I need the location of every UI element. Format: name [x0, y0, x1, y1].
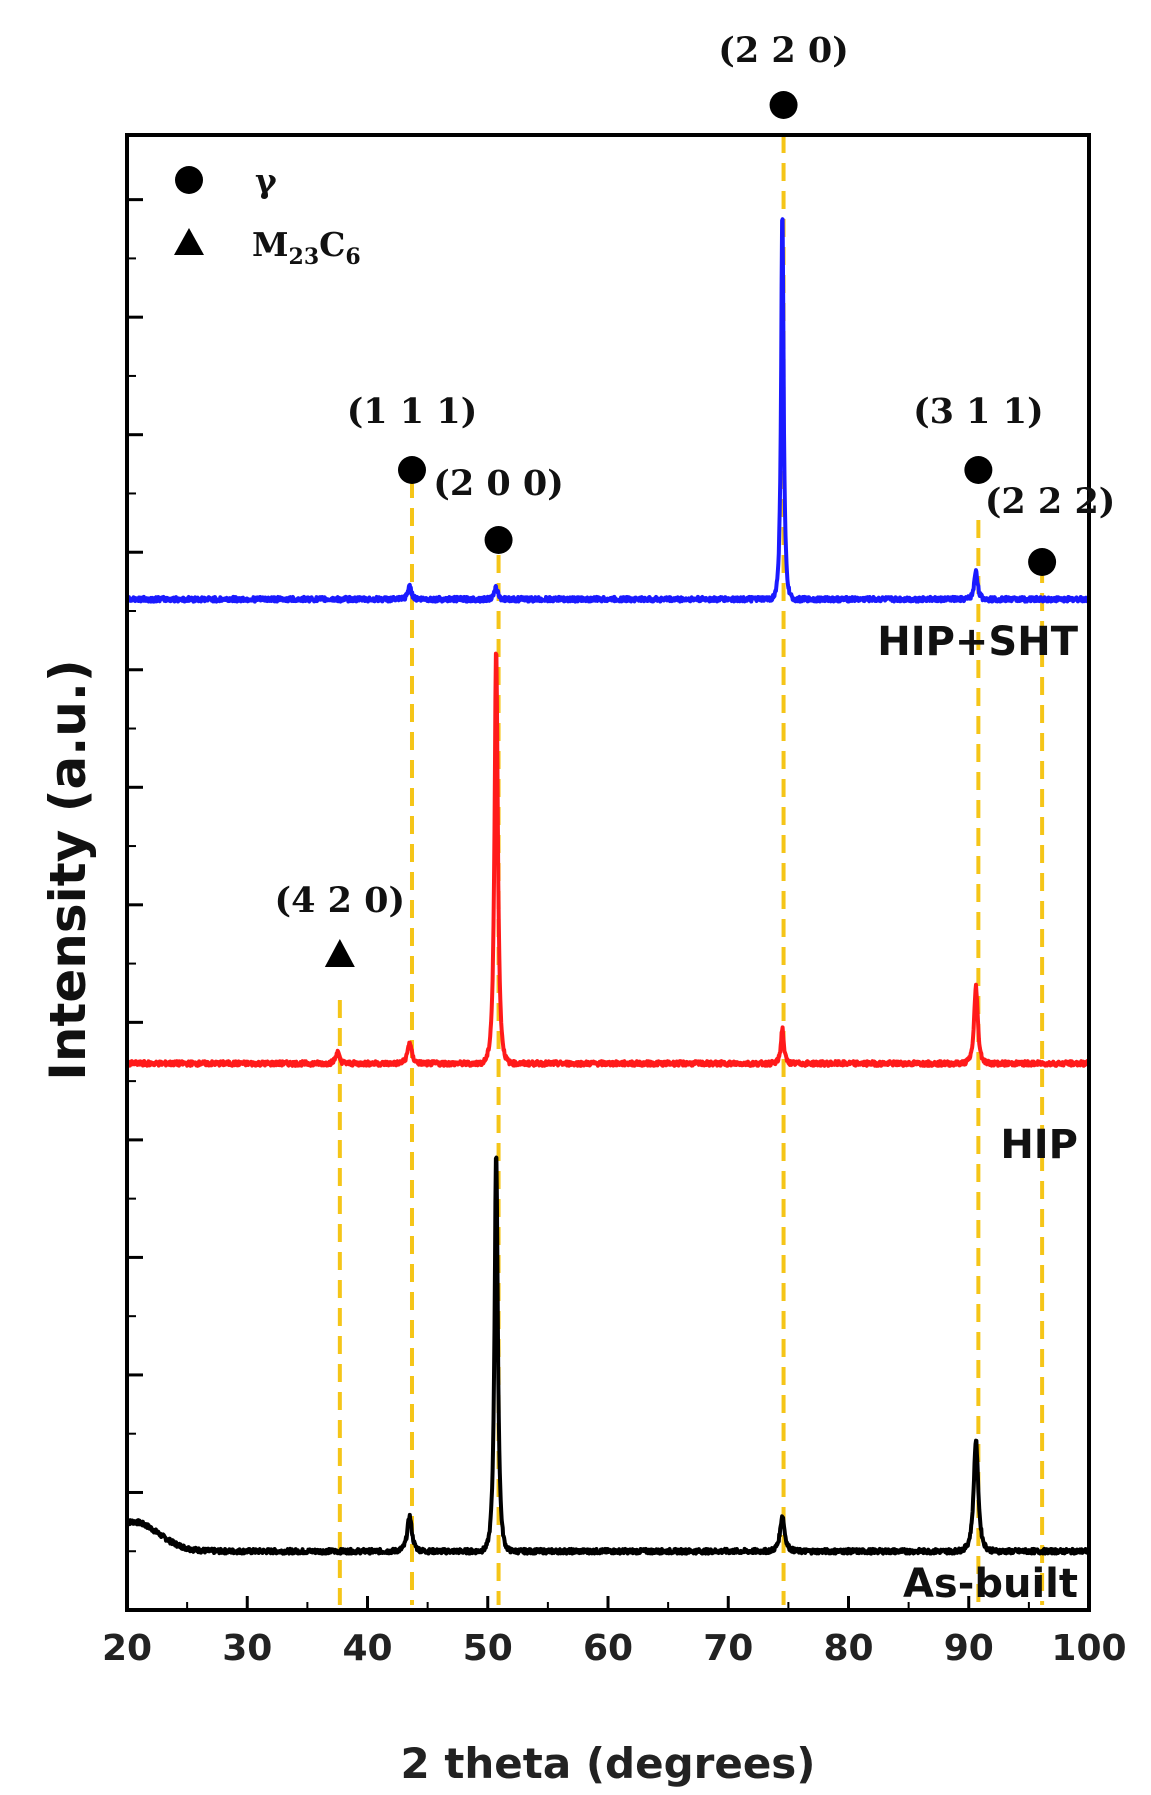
- y-axis-title: Intensity (a.u.): [39, 659, 97, 1080]
- x-axis-title: 2 theta (degrees): [400, 1739, 815, 1788]
- peak-label: (1 1 1): [347, 391, 478, 432]
- peak-label: (2 2 2): [985, 481, 1116, 522]
- circle-marker: [1028, 548, 1057, 576]
- legend-m23c6-label: M23C6: [252, 225, 361, 270]
- x-tick-label: 80: [823, 1628, 873, 1669]
- x-tick-label: 20: [102, 1628, 152, 1669]
- series-line-as-built: [125, 1155, 1091, 1556]
- legend-gamma-marker: [175, 166, 203, 194]
- peak-label: (4 2 0): [275, 880, 406, 921]
- peak-label: (2 0 0): [433, 463, 564, 504]
- y-ticks: [127, 198, 143, 1553]
- series-label-as-built: As-built: [903, 1561, 1078, 1607]
- legend-m23c6-marker: [174, 228, 204, 255]
- circle-marker: [769, 91, 798, 119]
- legend-gamma-label: γ: [255, 161, 277, 200]
- series-label-hip: HIP: [1000, 1122, 1078, 1168]
- x-tick-label: 90: [944, 1628, 994, 1669]
- series-label-hip-sht: HIP+SHT: [877, 619, 1078, 665]
- legend: γ M23C6: [174, 161, 361, 270]
- x-tick-label: 30: [222, 1628, 272, 1669]
- x-tick-label: 100: [1051, 1628, 1126, 1669]
- series-line-hip: [125, 651, 1091, 1068]
- x-ticks: 20 30 40 50 60 70 80 90 100: [102, 1596, 1127, 1669]
- series-line-hip-sht: [125, 217, 1091, 604]
- peak-markers: (4 2 0) (1 1 1) (2 0 0) (2 2 0) (3 1 1) (2 2 …: [275, 30, 1116, 967]
- triangle-marker: [324, 939, 355, 967]
- circle-marker: [397, 456, 426, 484]
- circle-marker: [484, 526, 513, 554]
- reference-lines: [337, 135, 1045, 1605]
- circle-marker: [964, 456, 993, 484]
- series-curves: [125, 217, 1091, 1556]
- x-tick-label: 60: [583, 1628, 633, 1669]
- peak-label: (2 2 0): [718, 30, 849, 71]
- peak-label: (3 1 1): [913, 391, 1044, 432]
- plot-frame: [125, 133, 1091, 1612]
- x-tick-label: 70: [703, 1628, 753, 1669]
- x-tick-label: 50: [463, 1628, 513, 1669]
- x-tick-label: 40: [342, 1628, 392, 1669]
